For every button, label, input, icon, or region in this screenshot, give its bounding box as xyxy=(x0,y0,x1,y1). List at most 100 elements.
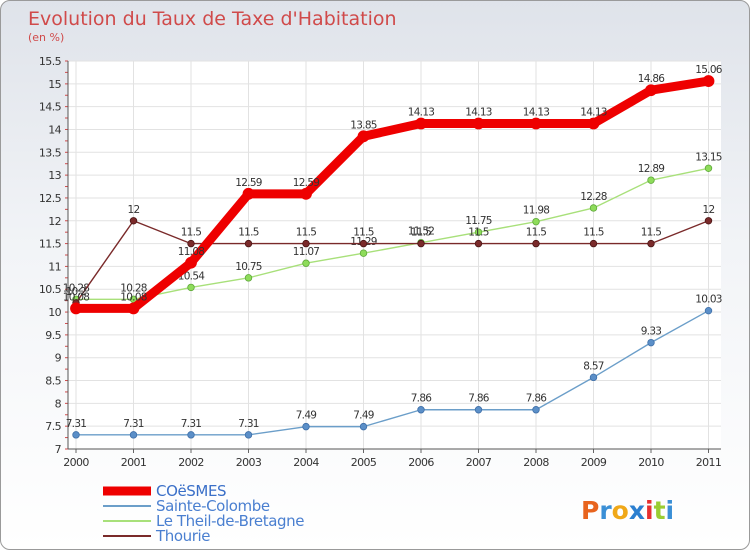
data-point xyxy=(244,431,253,439)
data-point xyxy=(589,373,598,382)
data-label: 10.28 xyxy=(63,282,90,294)
logo-letter: r xyxy=(599,496,612,525)
y-tick-label: 7 xyxy=(55,443,62,456)
y-tick-label: 14 xyxy=(48,123,61,136)
data-point xyxy=(359,239,368,248)
data-label: 11.5 xyxy=(526,227,547,239)
data-point xyxy=(589,204,598,212)
data-label: 14.13 xyxy=(465,107,492,119)
data-point xyxy=(302,259,310,267)
y-tick-label: 13.5 xyxy=(39,146,62,159)
y-tick-label: 7.5 xyxy=(45,420,61,433)
x-tick-label: 2009 xyxy=(581,456,607,469)
data-label: 14.13 xyxy=(580,107,607,119)
y-tick-label: 12.5 xyxy=(39,192,62,205)
y-tick-label: 10.5 xyxy=(39,283,62,296)
data-label: 10.08 xyxy=(63,291,90,303)
data-point xyxy=(532,217,540,226)
data-label: 7.86 xyxy=(526,393,548,405)
data-point xyxy=(417,239,425,248)
y-tick-label: 11.5 xyxy=(39,238,62,251)
data-point xyxy=(302,422,310,431)
x-tick-label: 2003 xyxy=(236,456,262,469)
axes: 7 7.5 8 8.5 9 9.5 10 10.5 11 11.5 12 12.5 13 13.5 14 14… xyxy=(39,55,722,469)
data-label: 12.28 xyxy=(580,191,607,203)
data-point xyxy=(474,406,483,414)
data-label: 15.06 xyxy=(695,64,723,76)
data-label: 11.5 xyxy=(468,227,489,239)
data-point xyxy=(415,117,427,130)
data-label: 8.57 xyxy=(583,360,604,372)
data-label: 12.59 xyxy=(293,177,320,189)
logo-letter: i xyxy=(666,496,675,525)
legend-label: Thourie xyxy=(155,527,210,545)
y-tick-label: 10 xyxy=(48,306,61,319)
data-label: 12 xyxy=(703,204,715,216)
data-label: 11.5 xyxy=(296,227,317,239)
y-tick-label: 14.5 xyxy=(39,101,62,114)
series-line xyxy=(75,167,710,300)
data-label: 7.31 xyxy=(66,418,87,430)
data-label: 7.31 xyxy=(181,418,202,430)
logo-letter: x xyxy=(629,496,645,525)
x-tick-label: 2000 xyxy=(63,456,89,469)
data-label: 7.86 xyxy=(411,393,433,405)
data-point xyxy=(704,164,713,172)
data-point xyxy=(187,239,195,248)
data-label: 7.31 xyxy=(238,418,259,430)
data-label: 11.5 xyxy=(641,227,662,239)
series-group: 7.31 7.31 7.31 7.31 7.49 7.49 7.86 7.86 7.86 8.57… xyxy=(63,64,723,439)
data-point xyxy=(357,130,370,143)
data-point xyxy=(647,338,655,347)
data-point xyxy=(532,406,540,414)
proxiti-logo: Proxiti xyxy=(581,496,674,525)
data-point xyxy=(242,187,255,200)
legend-label: Le Theil-de-Bretagne xyxy=(156,512,304,530)
y-tick-label: 15.5 xyxy=(39,55,62,68)
data-point xyxy=(647,176,655,184)
logo-letter: o xyxy=(612,496,629,525)
series-line xyxy=(71,76,713,313)
data-label: 14.13 xyxy=(408,107,435,119)
legend-label: Sainte-Colombe xyxy=(156,497,270,515)
y-tick-label: 9 xyxy=(55,352,62,365)
data-point xyxy=(587,117,600,130)
data-point xyxy=(647,239,655,248)
data-point xyxy=(359,249,368,257)
y-tick-label: 9.5 xyxy=(45,329,61,342)
data-point xyxy=(532,239,540,248)
data-point xyxy=(472,117,485,130)
chart-title: Evolution du Taux de Taxe d'Habitation xyxy=(28,8,397,30)
data-label: 11.75 xyxy=(465,215,492,227)
logo-letter: t xyxy=(654,496,666,525)
data-label: 11.5 xyxy=(238,227,259,239)
data-label: 11.5 xyxy=(181,227,202,239)
data-point xyxy=(474,228,483,236)
data-label: 10.28 xyxy=(120,282,147,294)
x-tick-label: 2010 xyxy=(638,456,664,469)
data-label: 14.86 xyxy=(638,73,666,85)
x-tick-label: 2002 xyxy=(178,456,204,469)
x-tick-label: 2005 xyxy=(351,456,377,469)
data-label: 12.89 xyxy=(638,163,665,175)
data-point xyxy=(185,256,197,269)
data-point xyxy=(589,239,598,248)
data-point xyxy=(417,406,425,414)
y-tick-label: 15 xyxy=(48,78,61,91)
data-label: 7.31 xyxy=(123,418,144,430)
plot-area xyxy=(68,61,721,449)
data-point xyxy=(702,75,715,87)
x-tick-label: 2008 xyxy=(523,456,549,469)
y-tick-label: 8.5 xyxy=(45,375,61,388)
x-tick-label: 2004 xyxy=(293,456,319,469)
data-label: 11.52 xyxy=(408,226,435,238)
data-point xyxy=(645,84,657,97)
series-line xyxy=(75,220,710,304)
data-point xyxy=(127,302,140,315)
x-tick-label: 2001 xyxy=(121,456,147,469)
data-point xyxy=(244,239,253,248)
x-tick-label: 2007 xyxy=(466,456,492,469)
